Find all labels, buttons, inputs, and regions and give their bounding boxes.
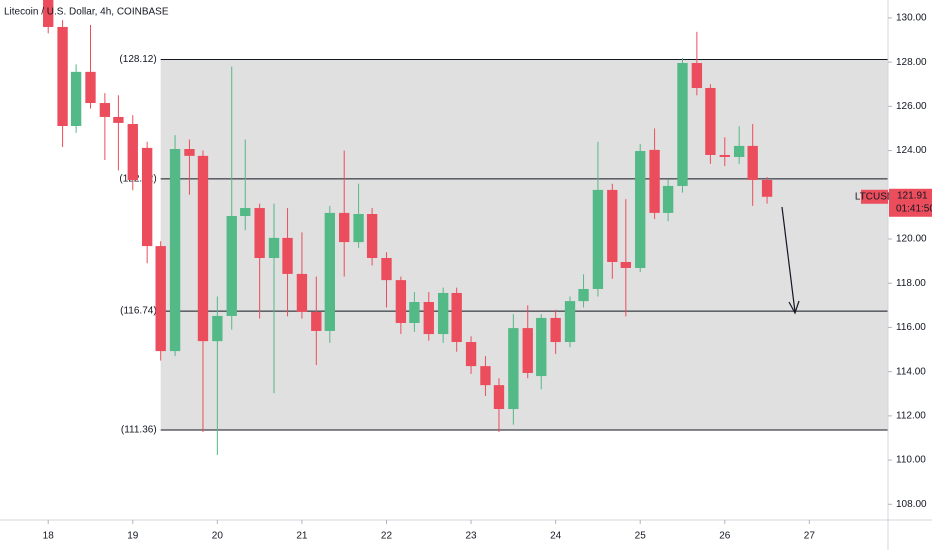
y-tick-label: 130.00 [896,13,927,24]
candle-body [226,216,237,316]
candle-body [719,154,730,157]
level-label: (122.72) [119,174,156,185]
candle-body [662,185,674,213]
candle-body [536,317,547,377]
y-tick-label: 128.00 [896,57,927,68]
x-tick-label: 26 [719,531,731,542]
candle-body [339,212,350,243]
candle-body [85,71,96,104]
symbol-label: LTCUSD [855,191,894,202]
candle-body [70,71,82,127]
candle-body [677,63,688,186]
candle-body [43,0,54,27]
level-label: (128.12) [119,54,156,65]
x-tick-label: 24 [550,531,562,542]
y-tick-label: 110.00 [896,455,926,466]
candle-body [607,189,618,262]
x-tick-label: 21 [296,531,308,542]
candle-body [57,26,68,127]
candle-body [141,147,153,247]
candle-body [451,292,462,343]
candles-layer [43,0,773,455]
candle-body [437,292,449,335]
candle-body [324,212,336,331]
candle-body [508,328,519,410]
candle-body [705,87,716,155]
x-tick-label: 25 [635,531,647,542]
candle-body [649,149,660,213]
candle-body [311,311,322,331]
candle-body [564,301,576,343]
x-tick-label: 18 [43,531,55,542]
y-tick-label: 124.00 [896,145,927,156]
candle-body [212,315,223,342]
candle-body [578,288,589,302]
candle-body [423,302,434,335]
candle-body [113,116,124,123]
y-tick-label: 116.00 [896,322,926,333]
candle-body [240,208,251,217]
candle-body [268,237,280,259]
candle-body [282,237,293,274]
candle-body [761,179,773,197]
arrow-head [788,300,800,315]
candle-body [395,280,407,324]
chart-title: Litecoin / U.S. Dollar, 4h, COINBASE [4,7,169,18]
candle-body [184,149,195,156]
candle-body [155,246,166,352]
candle-body [635,151,646,268]
candle-body [691,63,703,88]
candle-body [592,189,604,289]
candle-body [127,124,138,180]
x-tick-label: 19 [127,531,139,542]
candle-body [99,103,111,117]
x-tick-label: 27 [804,531,816,542]
candle-body [296,273,308,312]
y-tick-label: 112.00 [896,411,926,422]
candle-body [197,155,209,342]
level-label: (116.74) [120,306,157,317]
x-tick-label: 23 [466,531,478,542]
y-tick-label: 108.00 [896,499,927,510]
countdown: 01:41:50 [896,203,932,214]
candle-body [353,214,364,243]
candle-body [169,149,181,352]
arrow [781,206,796,313]
candle-body [366,214,378,259]
candle-body [465,342,477,367]
last-price: 121.91 [897,190,928,201]
candle-body [381,258,392,281]
candle-body [550,317,561,343]
y-tick-label: 114.00 [896,366,926,377]
candle-body [747,145,758,180]
y-tick-label: 118.00 [896,278,926,289]
axes-layer: 108.00 110.00 112.00 114.00 116.00 118.00 120.… [43,13,932,542]
symbol-tag [861,189,888,204]
candle-body [620,261,632,268]
candle-body [733,145,745,157]
y-tick-label: 126.00 [896,101,927,112]
candle-body [522,328,533,373]
candle-body [254,208,265,259]
candle-body [409,302,420,324]
x-tick-label: 20 [212,531,224,542]
level-label: (111.36) [121,425,157,436]
price-tag [889,188,932,217]
y-tick-label: 120.00 [896,234,927,245]
x-tick-label: 22 [381,531,393,542]
candle-body [480,366,491,386]
candle-body [493,385,505,410]
